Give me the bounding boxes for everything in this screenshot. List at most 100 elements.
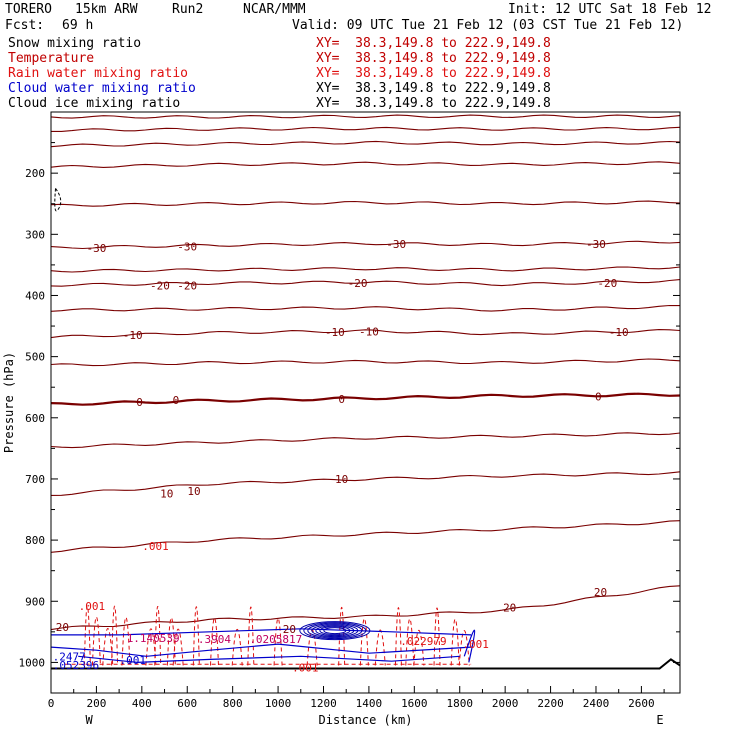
x-tick-label: 2400	[583, 697, 610, 710]
valid-time: Valid: 09 UTC Tue 21 Feb 12 (03 CST Tue …	[292, 18, 684, 33]
isotherm-line	[50, 520, 681, 553]
isotherm-label: -20	[348, 277, 368, 290]
legend-rain: Rain water mixing ratio	[8, 66, 189, 81]
rain-contour	[111, 606, 119, 666]
isotherm-label: 0	[595, 390, 602, 403]
x-tick-label: 0	[48, 697, 55, 710]
x-tick-label: 1400	[356, 697, 383, 710]
x-tick-label: 2000	[492, 697, 519, 710]
model-run: Run2	[172, 2, 204, 17]
cloud-water-contour	[319, 626, 351, 636]
rain-label: .022979	[400, 635, 446, 648]
rain-contour	[83, 605, 91, 666]
legend-snow: Snow mixing ratio	[8, 36, 142, 51]
cloud-water-contour	[303, 622, 367, 640]
legend-temperature: Temperature	[8, 51, 95, 66]
isotherm-line	[50, 200, 681, 207]
isotherm-label: -20	[150, 280, 170, 293]
east-label: E	[656, 713, 663, 727]
legend-snow-xy: XY= 38.3,149.8 to 222.9,149.8	[316, 36, 551, 51]
isotherm-label: -30	[177, 241, 197, 254]
rain-contour	[338, 607, 346, 666]
cloud-water-contour	[50, 643, 472, 657]
isotherm-label: -10	[609, 326, 629, 339]
rain-label: .001	[79, 600, 106, 613]
cloud-water-contour	[463, 629, 476, 663]
x-tick-label: 1800	[446, 697, 473, 710]
model-name: TORERO	[5, 2, 52, 17]
rain-contour	[247, 606, 255, 666]
forecast-label: Fcst:	[5, 18, 45, 33]
legend-cloud-water: Cloud water mixing ratio	[8, 81, 196, 96]
cloud-water-contour	[307, 623, 363, 639]
x-tick-label: 2600	[628, 697, 655, 710]
organization: NCAR/MMM	[243, 2, 306, 17]
isotherm-label: 10	[160, 488, 173, 501]
hydrometeor-label: .0205817	[249, 633, 302, 646]
rain-contour	[145, 628, 157, 666]
y-tick-label: 600	[25, 412, 45, 425]
isotherm-label: 20	[283, 623, 296, 636]
y-tick-label: 300	[25, 228, 45, 241]
isotherm-label: 20	[56, 621, 69, 634]
y-tick-label: 700	[25, 473, 45, 486]
isotherm-label: -30	[86, 242, 106, 255]
isotherm-line	[50, 471, 681, 496]
isotherm-line	[50, 266, 681, 273]
x-tick-label: 1200	[310, 697, 337, 710]
rain-contour	[450, 618, 460, 666]
x-tick-label: 1600	[401, 697, 428, 710]
isotherm-line	[50, 358, 681, 367]
isotherm-line	[50, 304, 681, 312]
rain-contour	[121, 616, 131, 666]
isotherm-label: -30	[386, 238, 406, 251]
isotherm-label: 10	[187, 485, 200, 498]
isotherm-label: 20	[594, 586, 607, 599]
x-tick-label: 2200	[537, 697, 564, 710]
rain-contour	[433, 607, 441, 666]
x-tick-label: 200	[86, 697, 106, 710]
legend-cloud-ice-xy: XY= 38.3,149.8 to 222.9,149.8	[316, 96, 551, 111]
isotherm-line	[50, 161, 681, 168]
isotherm-label: 20	[503, 601, 516, 614]
x-tick-label: 800	[223, 697, 243, 710]
isotherm-line	[50, 114, 681, 119]
plot-frame	[50, 111, 681, 694]
rain-contour	[413, 629, 425, 666]
rain-contour	[102, 628, 114, 666]
isotherm-label: -20	[177, 280, 197, 293]
y-tick-label: 500	[25, 351, 45, 364]
rain-contour	[394, 607, 402, 666]
y-tick-label: 900	[25, 595, 45, 608]
isotherm-line	[50, 329, 681, 339]
cloud-water-label: .2477	[53, 650, 86, 663]
rain-contour	[166, 617, 176, 666]
isotherm-line	[50, 432, 681, 449]
isotherm-line	[51, 126, 681, 132]
y-tick-label: 200	[25, 167, 45, 180]
forecast-hour: 69 h	[62, 18, 94, 33]
cloud-water-contour	[315, 625, 355, 637]
snow-contour	[54, 188, 62, 212]
cloud-water-contour	[311, 624, 359, 638]
hydrometeor-label: 1.140539	[127, 632, 180, 645]
isotherm-label: 0	[173, 394, 180, 407]
x-tick-label: 1000	[265, 697, 292, 710]
isotherm-line	[50, 140, 681, 148]
isotherm-label: 0	[338, 393, 345, 406]
isotherm-label: -10	[325, 326, 345, 339]
y-tick-label: 1000	[19, 656, 46, 669]
y-axis-title: Pressure (hPa)	[2, 352, 16, 453]
model-resolution: 15km ARW	[75, 2, 138, 17]
isotherm-label: -30	[586, 238, 606, 251]
rain-contour	[209, 617, 219, 666]
y-tick-label: 800	[25, 534, 45, 547]
x-tick-label: 400	[132, 697, 152, 710]
x-tick-label: 600	[177, 697, 197, 710]
legend-temperature-xy: XY= 38.3,149.8 to 222.9,149.8	[316, 51, 551, 66]
rain-contour	[172, 628, 184, 666]
cloud-water-contour	[78, 655, 460, 664]
rain-contour	[91, 616, 101, 666]
isotherm-label: 10	[335, 473, 348, 486]
cloud-water-label: .001	[119, 654, 146, 667]
